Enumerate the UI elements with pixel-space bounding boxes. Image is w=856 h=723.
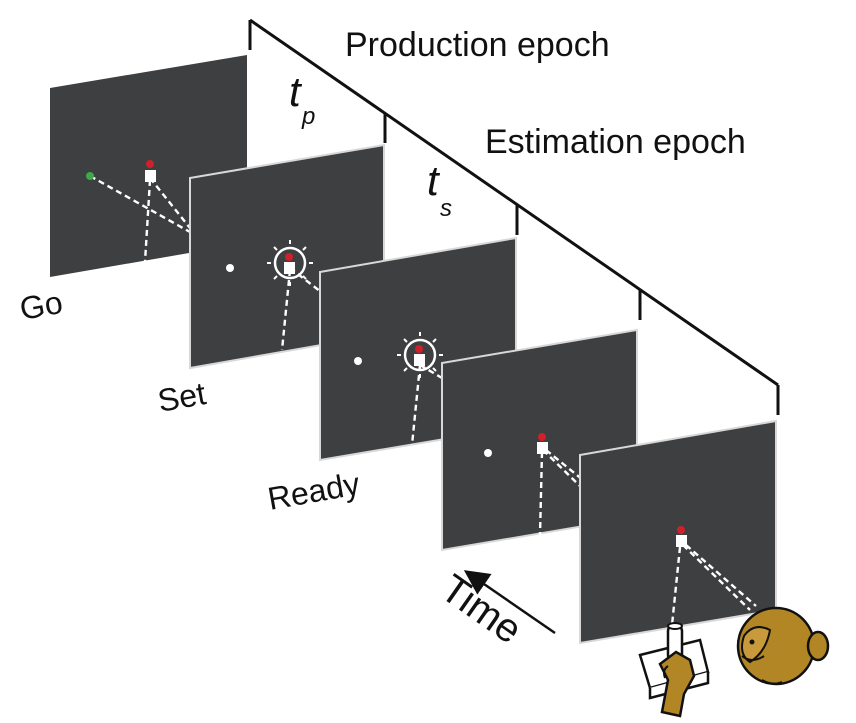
timeline-rail (248, 18, 780, 415)
stimulus-dot (226, 264, 234, 272)
fixation-dot (146, 160, 154, 168)
production-epoch-label: Production epoch (345, 26, 610, 64)
go-label: Go (17, 284, 65, 327)
ready-label: Ready (265, 465, 362, 517)
joystick-icon (638, 622, 710, 718)
time-arrow-icon (463, 570, 556, 635)
estimation-epoch-label: Estimation epoch (485, 123, 746, 161)
front-screen (579, 419, 777, 645)
time-label: Time (433, 566, 530, 652)
tp-label: t p (289, 68, 315, 130)
svg-text:t: t (289, 68, 303, 115)
go-target-green (86, 172, 94, 180)
monkey-icon (736, 606, 830, 686)
ready-flash-ring (403, 338, 437, 372)
set-flash-ring (273, 246, 307, 280)
fixation-dot (415, 345, 423, 353)
svg-text:s: s (440, 195, 452, 222)
stimulus-dot (354, 357, 362, 365)
svg-text:t: t (427, 157, 441, 204)
set-label: Set (155, 375, 209, 419)
svg-text:p: p (301, 103, 315, 130)
fixation-dot (677, 526, 685, 534)
fixation-dot (285, 253, 293, 261)
fixation-dot (538, 433, 546, 441)
fixation-square (145, 170, 156, 182)
stimulus-dot (484, 449, 492, 457)
ts-label: t s (427, 157, 452, 222)
